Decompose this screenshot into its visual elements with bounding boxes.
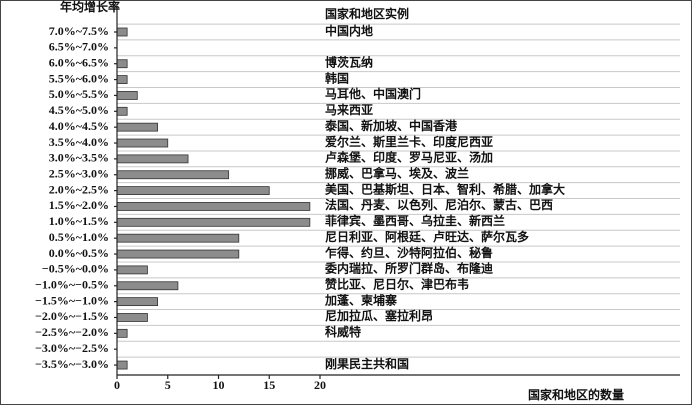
y-tick-label: 0.0%~0.5% xyxy=(49,246,109,260)
y-tick-label: 1.0%~1.5% xyxy=(49,214,109,228)
example-label: 法国、丹麦、以色列、尼泊尔、蒙古、巴西 xyxy=(325,197,553,212)
bar xyxy=(116,27,128,37)
example-label: 乍得、约旦、沙特阿拉伯、秘鲁 xyxy=(325,245,493,260)
y-tick-label: −0.5%~0.0% xyxy=(42,262,109,276)
x-tick-label: 10 xyxy=(213,378,225,392)
example-label: 加蓬、柬埔寨 xyxy=(324,292,397,307)
y-tick-label: 3.5%~4.0% xyxy=(49,135,109,149)
y-tick-label: 4.0%~4.5% xyxy=(49,119,109,133)
bar xyxy=(116,360,128,370)
x-axis-title: 国家和地区的数量 xyxy=(528,387,624,402)
y-tick-label: 0.5%~1.0% xyxy=(49,230,109,244)
x-tick-label: 20 xyxy=(314,378,326,392)
y-tick-label: −2.5%~−2.0% xyxy=(35,325,109,339)
y-tick-label: 2.0%~2.5% xyxy=(49,182,109,196)
y-tick-label: −3.5%~−3.0% xyxy=(35,357,109,371)
y-tick-label: −3.0%~−2.5% xyxy=(35,341,109,355)
bar xyxy=(116,186,270,196)
example-label: 挪威、巴拿马、埃及、波兰 xyxy=(325,165,469,180)
example-label: 马耳他、中国澳门 xyxy=(325,86,421,101)
example-label: 卢森堡、印度、罗马尼亚、汤加 xyxy=(325,150,493,165)
y-tick-label: −1.0%~−0.5% xyxy=(35,278,109,292)
y-tick-label: −1.5%~−1.0% xyxy=(35,293,109,307)
x-tick-label: 15 xyxy=(263,378,275,392)
examples-title: 国家和地区实例 xyxy=(325,6,409,21)
example-label: 美国、巴基斯坦、日本、智利、希腊、加拿大 xyxy=(325,181,565,196)
bar xyxy=(116,217,311,227)
y-tick-label: 6.0%~6.5% xyxy=(49,55,109,69)
bar xyxy=(116,328,128,338)
example-label: 泰国、新加坡、中国香港 xyxy=(324,118,458,133)
y-tick-label: 4.5%~5.0% xyxy=(49,103,109,117)
example-label: 韩国 xyxy=(325,70,349,85)
example-label: 爱尔兰、斯里兰卡、印度尼西亚 xyxy=(325,134,493,149)
example-label: 科威特 xyxy=(325,324,361,339)
y-tick-label: 1.5%~2.0% xyxy=(49,198,109,212)
bar xyxy=(116,170,230,180)
y-tick-label: 2.5%~3.0% xyxy=(49,166,109,180)
bar xyxy=(116,59,128,69)
example-label: 博茨瓦纳 xyxy=(325,54,373,69)
bar xyxy=(116,297,158,307)
x-tick-label: 5 xyxy=(165,378,171,392)
y-tick-label: 3.0%~3.5% xyxy=(49,151,109,165)
y-tick-label: 5.0%~5.5% xyxy=(49,87,109,101)
example-label: 尼日利亚、阿根廷、卢旺达、萨尔瓦多 xyxy=(325,229,529,244)
bar xyxy=(116,138,169,148)
y-tick-label: 5.5%~6.0% xyxy=(49,71,109,85)
example-label: 尼加拉瓜、塞拉利昂 xyxy=(325,308,433,323)
example-label: 中国内地 xyxy=(325,23,373,38)
bar xyxy=(116,265,148,275)
bar xyxy=(116,249,240,259)
bar xyxy=(116,202,311,211)
example-label: 刚果民主共和国 xyxy=(325,356,409,371)
y-tick-label: 6.5%~7.0% xyxy=(49,40,109,54)
bar xyxy=(116,154,189,164)
bar xyxy=(116,313,148,322)
bar xyxy=(116,75,128,84)
bar xyxy=(116,106,128,116)
example-label: 赞比亚、尼日尔、津巴布韦 xyxy=(324,277,469,292)
y-tick-label: −2.0%~−1.5% xyxy=(35,309,109,323)
example-label: 委内瑞拉、所罗门群岛、布隆迪 xyxy=(324,261,493,276)
example-label: 马来西亚 xyxy=(325,102,373,117)
x-tick-label: 0 xyxy=(114,378,120,392)
bar xyxy=(116,281,179,291)
y-axis-title: 年均增长率 xyxy=(60,0,120,14)
bar xyxy=(116,122,158,132)
y-tick-label: 7.0%~7.5% xyxy=(49,24,109,38)
example-label: 菲律宾、墨西哥、乌拉圭、新西兰 xyxy=(325,213,505,228)
bar xyxy=(116,91,138,100)
bar xyxy=(116,233,240,243)
